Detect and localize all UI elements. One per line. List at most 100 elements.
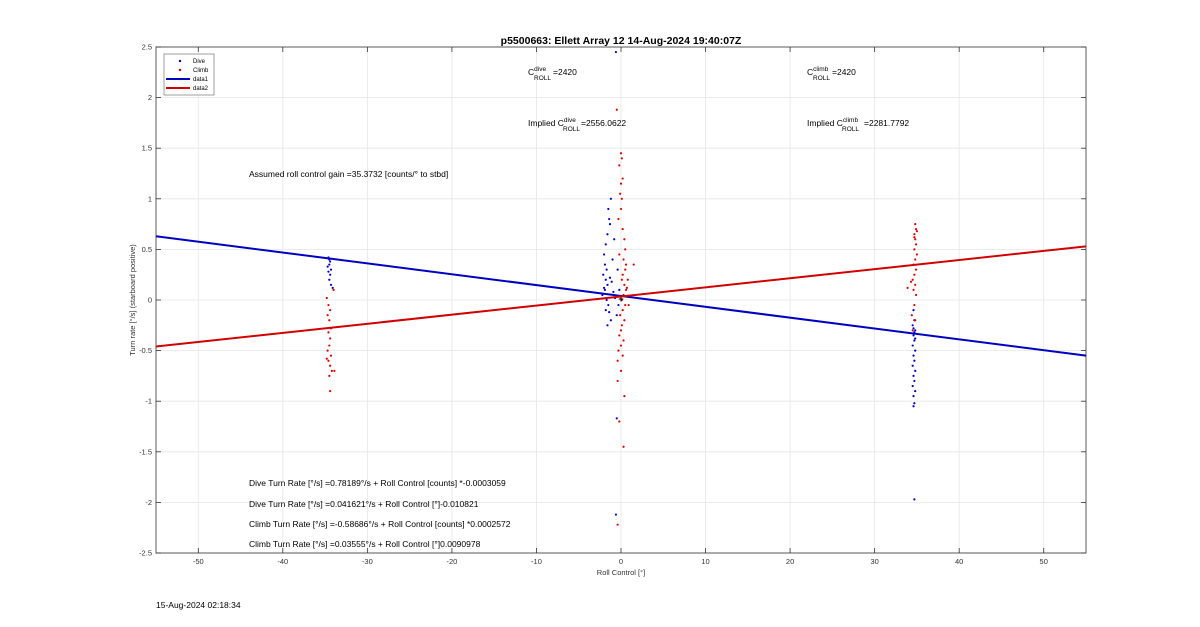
climb-point (616, 359, 619, 362)
y-axis-label: Turn rate [°/s] (starboard positive) (128, 244, 137, 356)
climb-point (329, 389, 332, 393)
climb-point (325, 357, 328, 360)
climb-point (328, 344, 331, 347)
climb-point (915, 230, 919, 233)
dive-point (329, 268, 333, 271)
dive-point (602, 253, 606, 256)
implied-climb-prefix: Implied C (807, 118, 843, 128)
dive-point (912, 327, 915, 330)
dive-point (913, 379, 916, 383)
climb-point (621, 354, 624, 357)
origin-marker: + (618, 294, 623, 304)
climb-point (621, 273, 624, 276)
dive-point (618, 288, 621, 291)
climb-point (626, 278, 629, 281)
x-tick-label: -40 (277, 557, 288, 566)
implied-dive-value: =2556.0622 (581, 118, 626, 128)
dive-point (914, 337, 917, 340)
climb-point (619, 314, 622, 317)
dive-point (328, 263, 331, 266)
x-tick-label: -50 (193, 557, 204, 566)
climb-point (914, 223, 917, 226)
climb-point (624, 263, 628, 266)
climb-point (623, 395, 626, 398)
c-dive-sup: dive (534, 66, 546, 73)
climb-point (624, 303, 627, 307)
dive-point (612, 290, 615, 294)
dive-point (610, 280, 613, 283)
c-dive-base: C (528, 67, 534, 77)
climb-point (624, 288, 628, 291)
legend-dive-marker (178, 59, 182, 63)
legend-data2-label: data2 (193, 86, 209, 92)
implied-climb-annotation: Implied Cclimb ROLL =2281.7792 (807, 117, 909, 133)
implied-climb-value: =2281.7792 (864, 118, 909, 128)
climb-point (619, 192, 622, 195)
climb-point (914, 238, 917, 241)
implied-dive-annotation: Implied Cdive ROLL =2556.0622 (528, 117, 626, 133)
climb-point (618, 334, 621, 337)
dive-point (912, 309, 915, 312)
climb-point (913, 303, 916, 307)
dive-point (608, 217, 611, 221)
dive-point (328, 278, 331, 281)
climb-point (620, 298, 623, 302)
dive-point (607, 303, 610, 307)
climb-point (623, 283, 626, 286)
dive-point (605, 268, 608, 271)
c-climb-annotation: Cclimb ROLL =2420 (807, 66, 856, 82)
climb-point (621, 177, 624, 180)
x-tick-label: -30 (362, 557, 373, 566)
climb-point (623, 319, 626, 322)
dive-point (609, 319, 612, 322)
climb-point (617, 349, 620, 352)
dive-point (329, 283, 333, 286)
climb-point (328, 374, 331, 377)
dive-point (911, 324, 914, 327)
svg-text:Implied Cdive: Implied Cdive (528, 117, 576, 128)
dive-point (602, 273, 605, 276)
climb-point (914, 293, 918, 297)
dive-point (326, 265, 329, 268)
y-tick-label: 2 (148, 93, 152, 102)
dive-point (912, 334, 915, 337)
climb-point (632, 263, 635, 266)
climb-point (332, 288, 335, 291)
dive-point (913, 402, 916, 405)
dive-point (912, 395, 915, 398)
climb-point (910, 314, 913, 317)
climb-point (618, 420, 621, 423)
climb-point (619, 369, 623, 372)
x-tick-label: 30 (870, 557, 878, 566)
climb-point (906, 286, 909, 289)
dive-point (606, 233, 609, 236)
climb-point (326, 349, 329, 352)
climb-point (911, 329, 914, 332)
climb-point (624, 268, 627, 271)
climb-point (330, 369, 333, 372)
c-climb-value: =2420 (832, 67, 856, 77)
climb-point (619, 329, 623, 332)
climb-point (913, 236, 916, 239)
climb-point (909, 280, 913, 283)
climb-point (329, 364, 332, 367)
climb-point (619, 152, 623, 155)
dive-point (605, 298, 608, 302)
dive-point (911, 364, 914, 367)
legend-dive-label: Dive (193, 59, 206, 65)
dive-point (614, 513, 618, 516)
climb-point (914, 283, 917, 286)
climb-point (622, 445, 625, 448)
climb-point (619, 207, 623, 211)
climb-point (623, 238, 626, 241)
c-dive-value: =2420 (553, 67, 577, 77)
y-tick-label: -0.5 (139, 346, 152, 355)
svg-text:Implied Cclimb: Implied Cclimb (807, 117, 858, 128)
climb-point (625, 286, 629, 289)
dive-point (914, 369, 917, 372)
dive-point (616, 268, 619, 271)
dive-point (615, 417, 618, 420)
dive-point (331, 286, 334, 289)
dive-point (617, 303, 620, 307)
